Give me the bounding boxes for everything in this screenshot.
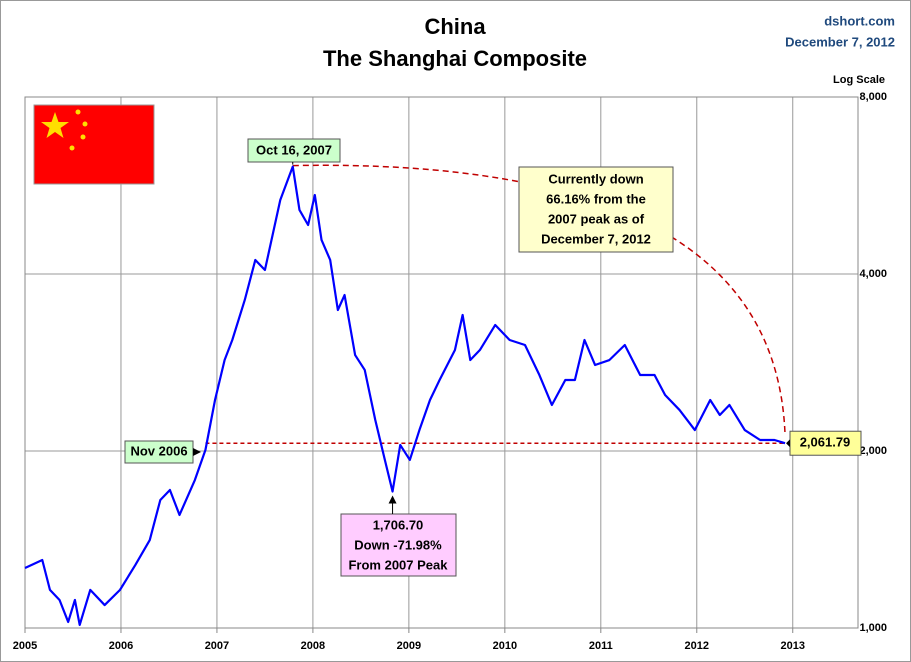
data-label: 1,706.70 [373, 517, 424, 532]
y-tick-label: 2,000 [859, 445, 887, 457]
source: dshort.com [824, 13, 895, 28]
chart-subtitle: The Shanghai Composite [323, 46, 587, 71]
x-tick-label: 2013 [780, 640, 804, 652]
annotation-text: From 2007 Peak [348, 557, 448, 572]
annotation-arrow [388, 495, 397, 504]
scale-label: Log Scale [833, 74, 885, 86]
annotation-text: 2007 peak as of [548, 211, 645, 226]
annotation-box [340, 513, 457, 577]
flag-star [69, 145, 75, 151]
plot-area [24, 96, 859, 629]
x-tick-label: 2011 [589, 640, 613, 652]
annotation-box [247, 138, 341, 163]
annotation-text: December 7, 2012 [541, 231, 651, 246]
y-tick-label: 1,000 [859, 622, 887, 634]
y-tick-label: 8,000 [859, 91, 887, 103]
flag-star [82, 121, 88, 127]
x-tick-label: 2010 [493, 640, 517, 652]
price-line [24, 165, 786, 627]
x-tick-label: 2007 [205, 640, 229, 652]
chart-title: China [424, 14, 486, 39]
flag-star [75, 109, 81, 115]
annotation-arrow [786, 439, 790, 448]
y-tick-label: 4,000 [859, 268, 887, 280]
date: December 7, 2012 [785, 34, 895, 49]
x-tick-label: 2009 [397, 640, 421, 652]
annotation-text: Nov 2006 [130, 443, 187, 458]
annotation-text: Currently down [548, 171, 643, 186]
annotation-text: Oct 16, 2007 [256, 142, 332, 157]
flag-star [41, 112, 69, 138]
x-tick-label: 2008 [301, 640, 325, 652]
annotation-arrow [193, 448, 201, 456]
x-tick-label: 2012 [685, 640, 709, 652]
data-label: 2,061.79 [800, 435, 851, 450]
x-tick-label: 2006 [109, 640, 133, 652]
x-tick-label: 2005 [13, 640, 37, 652]
flag-star [80, 134, 86, 140]
annotation-text: 66.16% from the [546, 191, 646, 206]
annotation-text: Down -71.98% [354, 537, 442, 552]
flag-field [33, 104, 155, 185]
annotation-box [518, 166, 674, 253]
flag [33, 104, 155, 185]
